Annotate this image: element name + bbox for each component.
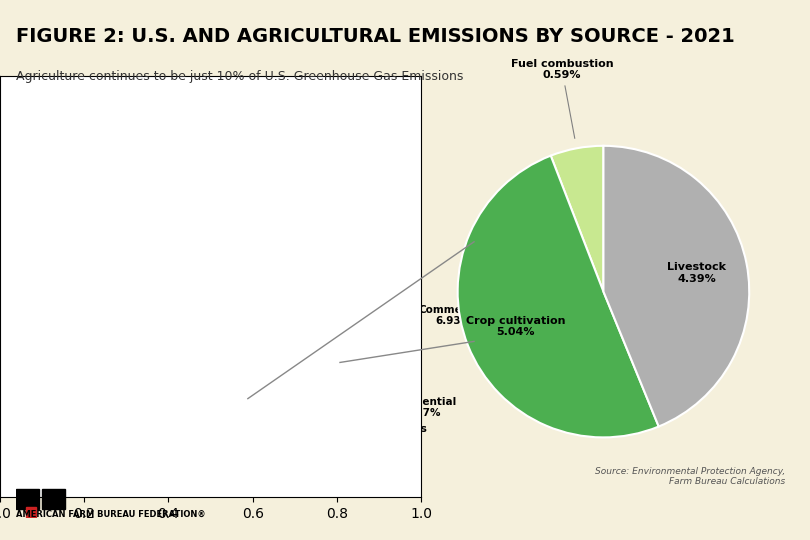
Text: Commercial
6.93%: Commercial 6.93% bbox=[389, 305, 488, 326]
Text: Agriculture
10.02%: Agriculture 10.02% bbox=[233, 370, 299, 392]
Wedge shape bbox=[211, 286, 369, 395]
Text: Electric power
industry
24.98%: Electric power industry 24.98% bbox=[91, 192, 175, 225]
Text: Transportation
28.46%: Transportation 28.46% bbox=[99, 361, 185, 382]
Wedge shape bbox=[211, 118, 378, 286]
Text: Residential
5.77%: Residential 5.77% bbox=[367, 375, 456, 418]
Wedge shape bbox=[603, 146, 749, 427]
Wedge shape bbox=[42, 286, 247, 455]
Wedge shape bbox=[42, 118, 211, 286]
Text: AMERICAN FARM BUREAU FEDERATION®: AMERICAN FARM BUREAU FEDERATION® bbox=[16, 509, 206, 518]
Wedge shape bbox=[211, 286, 339, 398]
Wedge shape bbox=[458, 156, 659, 437]
Text: Livestock
4.39%: Livestock 4.39% bbox=[667, 262, 726, 284]
Wedge shape bbox=[551, 146, 603, 292]
Bar bbox=[16, 489, 39, 509]
Text: Crop cultivation
5.04%: Crop cultivation 5.04% bbox=[466, 316, 565, 338]
Text: Source: Environmental Protection Agency,
Farm Bureau Calculations: Source: Environmental Protection Agency,… bbox=[595, 467, 786, 486]
Text: Fuel combustion
0.59%: Fuel combustion 0.59% bbox=[510, 59, 613, 138]
Wedge shape bbox=[211, 286, 337, 451]
Text: U.S. territories
0.38%: U.S. territories 0.38% bbox=[339, 403, 427, 446]
Bar bbox=[42, 489, 65, 509]
Text: Agriculture continues to be just 10% of U.S. Greenhouse Gas Emissions: Agriculture continues to be just 10% of … bbox=[16, 70, 463, 83]
Text: FIGURE 2: U.S. AND AGRICULTURAL EMISSIONS BY SOURCE - 2021: FIGURE 2: U.S. AND AGRICULTURAL EMISSION… bbox=[16, 27, 735, 46]
Text: Industry
23.46%: Industry 23.46% bbox=[259, 194, 309, 216]
Bar bbox=[26, 507, 36, 517]
Wedge shape bbox=[211, 269, 379, 342]
